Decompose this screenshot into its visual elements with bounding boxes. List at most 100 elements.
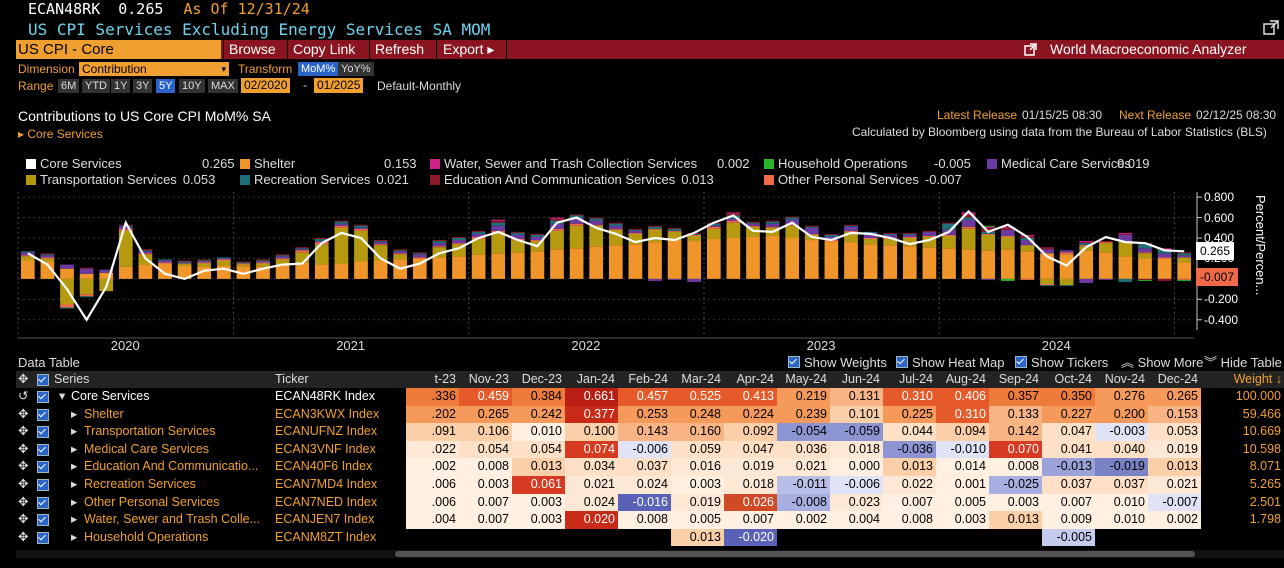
- table-row[interactable]: ✥ ▸ Water, Sewer and Trash Colle... ECANJEN…: [16, 511, 1284, 529]
- select-all-checkbox[interactable]: [37, 374, 49, 386]
- row-checkbox[interactable]: [37, 479, 49, 491]
- range-5y-button[interactable]: 5Y: [156, 79, 176, 93]
- table-row[interactable]: ✥ ▸ Household Operations ECANM8ZT Index 0.01…: [16, 528, 1284, 547]
- chart-subtitle-link[interactable]: ▸ Core Services: [18, 127, 103, 141]
- weight-column-header[interactable]: Weight ↓: [1233, 372, 1282, 386]
- month-column-header[interactable]: Nov-23: [468, 372, 509, 386]
- scrollbar-thumb[interactable]: [395, 551, 1195, 557]
- month-column-header[interactable]: Dec-23: [521, 372, 562, 386]
- range-10y-button[interactable]: 10Y: [179, 79, 205, 93]
- show-more-button[interactable]: ︽ Show More: [1121, 355, 1203, 371]
- legend-item[interactable]: Other Personal Services -0.007: [764, 172, 962, 187]
- bar-segment-other: [236, 263, 251, 265]
- month-column-header[interactable]: Dec-24: [1157, 372, 1198, 386]
- start-date-input[interactable]: 02/2020: [241, 78, 291, 93]
- expand-icon[interactable]: ▸: [71, 459, 78, 474]
- table-row[interactable]: ✥ ▸ Medical Care Services ECAN3VNF Index .02…: [16, 440, 1284, 459]
- value-cell: 0.016: [671, 458, 724, 476]
- bar-segment-shelter: [589, 246, 604, 279]
- end-date-input[interactable]: 01/2025: [314, 78, 364, 93]
- legend-item[interactable]: Household Operations -0.005: [764, 156, 971, 171]
- legend-item[interactable]: Core Services 0.265: [26, 156, 235, 171]
- bar-segment-education: [1079, 242, 1094, 244]
- row-checkbox[interactable]: [37, 408, 49, 421]
- show-weights-toggle[interactable]: Show Weights: [788, 355, 887, 371]
- legend-label: Education And Communication Services: [444, 172, 676, 187]
- collapse-icon[interactable]: ▾: [59, 389, 66, 403]
- bar-segment-other: [804, 233, 819, 235]
- series-name: Water, Sewer and Trash Colle...: [84, 512, 261, 527]
- range-ytd-button[interactable]: YTD: [82, 79, 110, 93]
- bar-segment-education: [785, 216, 800, 218]
- month-column-header[interactable]: Jul-24: [898, 372, 933, 386]
- legend-item[interactable]: Water, Sewer and Trash Collection Servic…: [430, 156, 750, 171]
- legend-item[interactable]: Transportation Services 0.053: [26, 172, 215, 187]
- table-row[interactable]: ✥ ▸ Recreation Services ECAN7MD4 Index .006 0…: [16, 476, 1284, 494]
- range-1y-button[interactable]: 1Y: [111, 79, 131, 93]
- table-row[interactable]: ✥ ▸ Education And Communicatio... ECAN40F6 …: [16, 458, 1284, 476]
- month-column-header[interactable]: Jan-24: [576, 372, 615, 386]
- row-checkbox[interactable]: [37, 496, 49, 509]
- month-column-header[interactable]: Mar-24: [681, 372, 721, 386]
- row-checkbox[interactable]: [37, 531, 49, 544]
- table-row[interactable]: ✥ ▸ Transportation Services ECANUFNZ Index.…: [16, 423, 1284, 441]
- export-button[interactable]: Export ▸: [443, 41, 495, 57]
- popout-icon[interactable]: [1262, 19, 1280, 37]
- bar-segment-shelter: [1157, 258, 1172, 279]
- month-column-header[interactable]: Nov-24: [1104, 372, 1145, 386]
- legend-item[interactable]: Shelter 0.153: [240, 156, 417, 171]
- legend-item[interactable]: Education And Communication Services 0.01…: [430, 172, 714, 187]
- table-row[interactable]: ↺ ▾ Core Services ECAN48RK Index .336 0.459 0.…: [16, 388, 1284, 406]
- bar-segment-shelter: [706, 239, 721, 279]
- row-checkbox[interactable]: [37, 514, 49, 527]
- expand-icon[interactable]: ▸: [71, 529, 78, 544]
- dataset-selector[interactable]: US CPI - Core: [16, 40, 221, 59]
- row-checkbox[interactable]: [37, 443, 49, 456]
- month-column-header[interactable]: t-23: [434, 372, 456, 386]
- month-column-header[interactable]: Aug-24: [945, 372, 986, 386]
- ticker-column-header[interactable]: Ticker: [275, 372, 309, 386]
- expand-icon[interactable]: ▸: [71, 494, 78, 509]
- app-name-link[interactable]: World Macroeconomic Analyzer: [1050, 41, 1247, 57]
- browse-button[interactable]: Browse: [229, 41, 276, 57]
- expand-icon[interactable]: ▸: [71, 406, 78, 421]
- month-column-header[interactable]: Sep-24: [998, 372, 1039, 386]
- legend-swatch: [240, 159, 250, 169]
- table-row[interactable]: ✥ ▸ Shelter ECAN3KWX Index .202 0.265 0.242 0.3…: [16, 405, 1284, 424]
- range-6m-button[interactable]: 6M: [58, 79, 80, 93]
- transform-yoy-button[interactable]: YoY%: [338, 62, 374, 76]
- show-heat-map-toggle[interactable]: Show Heat Map: [896, 355, 1005, 371]
- bar-segment-transport: [40, 258, 55, 262]
- copy-link-button[interactable]: Copy Link: [293, 41, 356, 57]
- legend-item[interactable]: Medical Care Services 0.019: [987, 156, 1150, 171]
- range-3y-button[interactable]: 3Y: [133, 79, 153, 93]
- show-tickers-toggle[interactable]: Show Tickers: [1015, 355, 1108, 371]
- month-column-header[interactable]: Feb-24: [628, 372, 668, 386]
- month-column-header[interactable]: Jun-24: [841, 372, 880, 386]
- external-link-icon[interactable]: [1024, 43, 1037, 56]
- bar-segment-water: [961, 212, 976, 215]
- legend-item[interactable]: Recreation Services 0.021: [240, 172, 409, 187]
- double-chevron-up-icon: ︽: [1121, 355, 1138, 370]
- expand-icon[interactable]: ▸: [71, 441, 78, 456]
- series-column-header[interactable]: Series: [54, 372, 90, 386]
- month-column-header[interactable]: Apr-24: [736, 372, 774, 386]
- legend-value: -0.007: [924, 172, 962, 187]
- row-checkbox[interactable]: [37, 426, 49, 439]
- move-icon[interactable]: ✥: [18, 372, 29, 386]
- refresh-button[interactable]: Refresh: [375, 41, 425, 57]
- month-column-header[interactable]: May-24: [785, 372, 827, 386]
- row-checkbox[interactable]: [37, 391, 49, 403]
- table-row[interactable]: ✥ ▸ Other Personal Services ECAN7NED Index.…: [16, 493, 1284, 512]
- hide-table-button[interactable]: ︾ Hide Table: [1204, 355, 1282, 371]
- expand-icon[interactable]: ▸: [71, 512, 78, 527]
- transform-mom-button[interactable]: MoM%: [298, 62, 339, 76]
- dimension-dropdown[interactable]: Contribution ▾: [79, 62, 229, 76]
- expand-icon[interactable]: ▸: [71, 424, 78, 439]
- month-column-header[interactable]: Oct-24: [1054, 372, 1092, 386]
- expand-icon[interactable]: ▸: [71, 477, 78, 491]
- range-max-button[interactable]: MAX: [208, 79, 238, 93]
- menu-bar: [16, 40, 1284, 59]
- row-checkbox[interactable]: [37, 461, 49, 474]
- bar-segment-transport: [393, 254, 408, 260]
